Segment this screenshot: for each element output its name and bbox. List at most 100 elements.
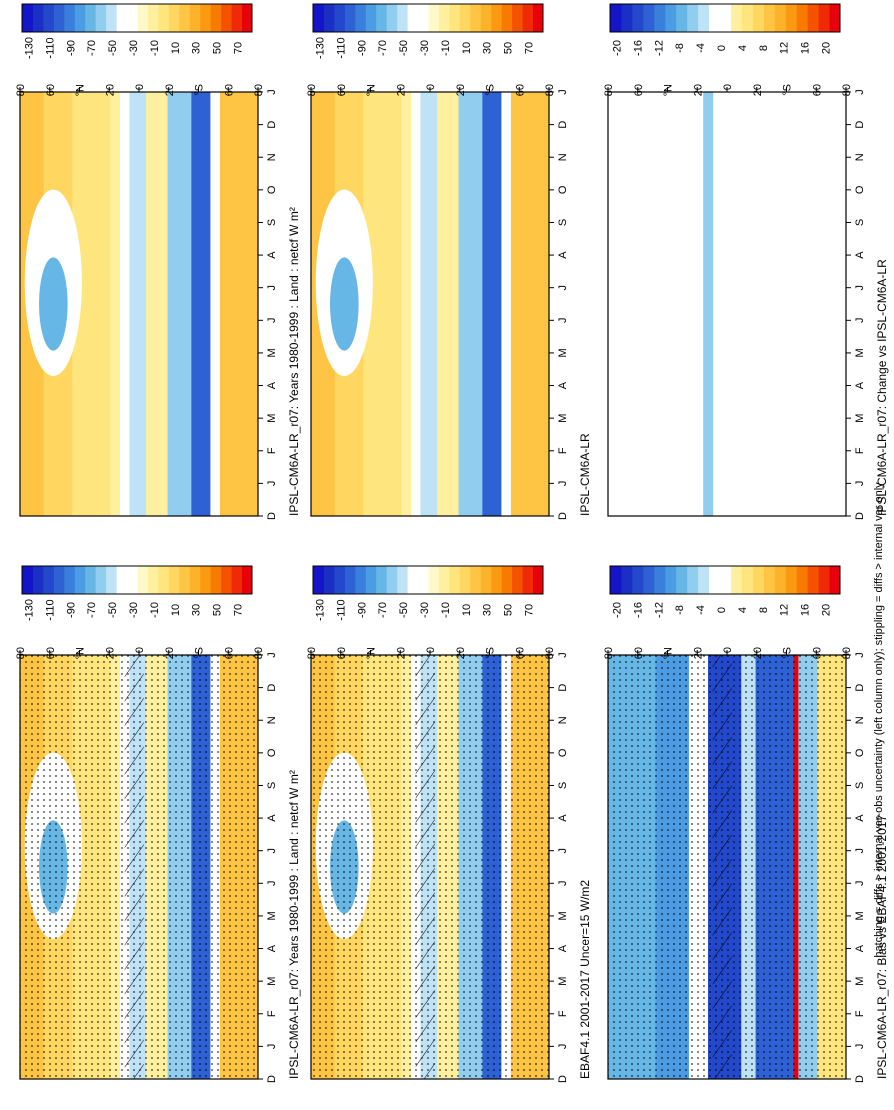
colorbar-swatch [522, 566, 534, 594]
colorbar-tick-label: -16 [632, 40, 644, 56]
colorbar-swatch [631, 566, 644, 594]
colorbar-tick-label: -10 [149, 40, 161, 56]
colorbar-tick-label: 70 [524, 42, 536, 54]
month-label: N [266, 716, 278, 724]
month-label: D [557, 684, 569, 692]
colorbar-swatch [785, 4, 797, 32]
colorbar-swatch [730, 566, 742, 594]
colorbar-swatch [95, 4, 107, 32]
month-label: F [557, 1010, 569, 1017]
month-label: M [266, 414, 278, 423]
colorbar-swatch [774, 4, 786, 32]
month-label: J [854, 1044, 866, 1050]
colorbar-swatch [241, 566, 253, 594]
lat-label: 20 [455, 84, 467, 96]
panel-title: IPSL-CM6A-LR [578, 433, 592, 516]
colorbar-tick-label: -20 [611, 602, 623, 618]
colorbar-frame [312, 565, 544, 595]
contour-band [146, 92, 169, 516]
month-label: A [266, 814, 278, 822]
colorbar-swatch [178, 566, 190, 594]
colorbar-tick-label: -90 [65, 602, 77, 618]
lat-label: 0 [425, 647, 437, 653]
colorbar-tick-label: 30 [191, 42, 203, 54]
lat-label: 20 [104, 647, 116, 659]
colorbar-swatch [241, 4, 253, 32]
colorbar-swatch [448, 566, 460, 594]
colorbar-swatch [829, 566, 841, 594]
colorbar-tick-label: -50 [398, 40, 410, 56]
colorbar: 70 50 30 10 -10 -30 -50 -70 -90 -110 -130 [21, 565, 253, 621]
colorbar-swatch [407, 566, 419, 594]
colorbar-tick-label: -110 [335, 37, 347, 58]
lat-label: 80 [603, 84, 615, 96]
colorbar-swatch [137, 4, 148, 32]
colorbar-tick-label: 50 [212, 604, 224, 616]
colorbar-tick-label: -30 [128, 602, 140, 618]
month-label: F [557, 447, 569, 454]
colorbar-tick-label: 20 [821, 42, 833, 54]
colorbar-swatch [375, 566, 387, 594]
colorbar-swatch [664, 4, 677, 32]
month-label: F [266, 447, 278, 454]
month-label: S [266, 219, 278, 226]
lat-label: °N [366, 84, 378, 96]
month-label: D [854, 512, 866, 520]
month-label: J [557, 1044, 569, 1050]
contour-band [703, 92, 714, 516]
lat-label: 80 [15, 84, 27, 96]
contour-band [437, 92, 460, 516]
contour-band [482, 92, 502, 516]
contour-band [458, 92, 483, 516]
colorbar-tick-label: -130 [314, 599, 326, 621]
colorbar: 20 16 12 8 4 0 -4 -8 -12 -16 -20 [609, 565, 841, 618]
month-label: F [266, 1010, 278, 1017]
month-label: A [854, 381, 866, 389]
lat-label: 20 [164, 84, 176, 96]
lat-label: 80 [841, 84, 853, 96]
colorbar-swatch [675, 566, 688, 594]
month-label: M [557, 977, 569, 986]
panel-title: IPSL-CM6A-LR_r07: Change vs IPSL-CM6A-LR [875, 259, 889, 516]
colorbar-tick-label: 50 [503, 42, 515, 54]
month-label: D [557, 121, 569, 129]
colorbar-tick-label: 12 [779, 42, 791, 54]
colorbar-tick-label: -10 [440, 602, 452, 618]
month-label: J [557, 285, 569, 291]
colorbar-swatch [199, 4, 211, 32]
colorbar-swatch [84, 4, 96, 32]
lat-label: °S [194, 84, 206, 96]
month-label: D [854, 121, 866, 129]
colorbar-swatch [63, 4, 75, 32]
colorbar-swatch [126, 566, 138, 594]
colorbar-swatch [220, 566, 232, 594]
colorbar-swatch [147, 4, 159, 32]
month-label: J [266, 89, 278, 95]
colorbar: 70 50 30 10 -10 -30 -50 -70 -90 -110 -130 [21, 3, 253, 59]
lat-label: 80 [15, 647, 27, 659]
contour-blob [330, 257, 359, 351]
colorbar-tick-label: -12 [653, 40, 665, 56]
lat-label: 20 [104, 84, 116, 96]
colorbar-swatch [620, 4, 633, 32]
lat-label: 80 [544, 84, 556, 96]
colorbar-swatch [231, 4, 243, 32]
colorbar-swatch [818, 566, 830, 594]
colorbar-tick-label: -12 [653, 602, 665, 618]
lat-label: 20 [164, 647, 176, 659]
colorbar-swatch [428, 4, 439, 32]
colorbar-swatch [105, 4, 117, 32]
month-label: O [557, 748, 569, 757]
month-label: J [854, 318, 866, 324]
colorbar-swatch [829, 4, 841, 32]
colorbar-swatch [719, 566, 731, 594]
lat-label: °S [194, 647, 206, 659]
colorbar-tick-label: 0 [716, 45, 728, 51]
colorbar-swatch [354, 4, 366, 32]
month-label: D [266, 121, 278, 129]
colorbar-swatch [653, 566, 666, 594]
colorbar-swatch [417, 4, 429, 32]
lat-label: 20 [455, 647, 467, 659]
